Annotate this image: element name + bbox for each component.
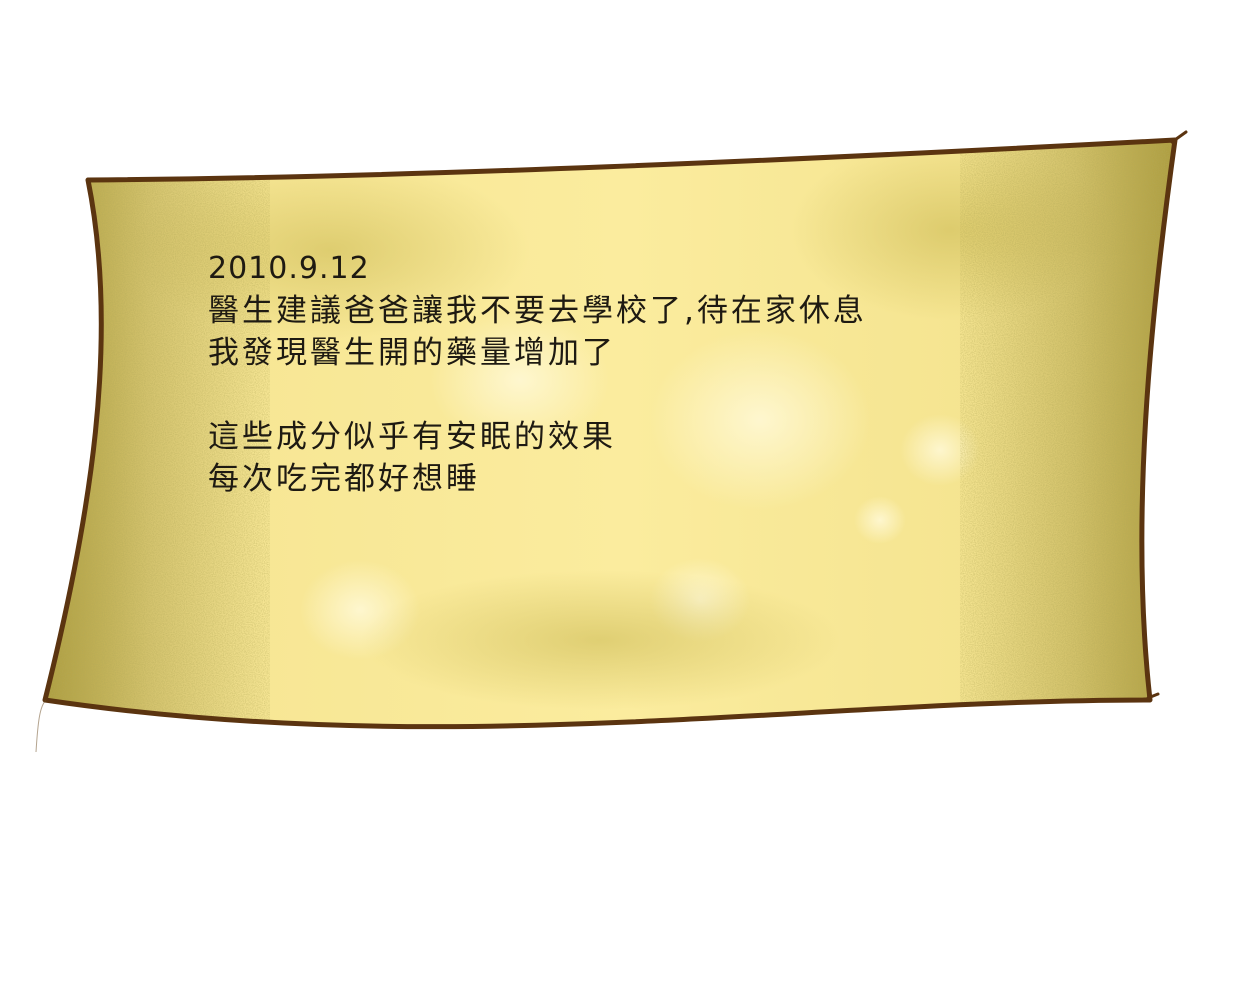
note-line-3: 這些成分似乎有安眠的效果 (208, 419, 616, 455)
note-line-4: 每次吃完都好想睡 (208, 461, 480, 497)
note-line-2: 我發現醫生開的藥量增加了 (208, 335, 616, 371)
note-line-1: 醫生建議爸爸讓我不要去學校了,待在家休息 (208, 293, 867, 329)
note-line-blank (208, 374, 968, 416)
note-text-block: 2010.9.12 醫生建議爸爸讓我不要去學校了,待在家休息 我發現醫生開的藥量… (208, 248, 968, 500)
note-date: 2010.9.12 (208, 251, 370, 286)
